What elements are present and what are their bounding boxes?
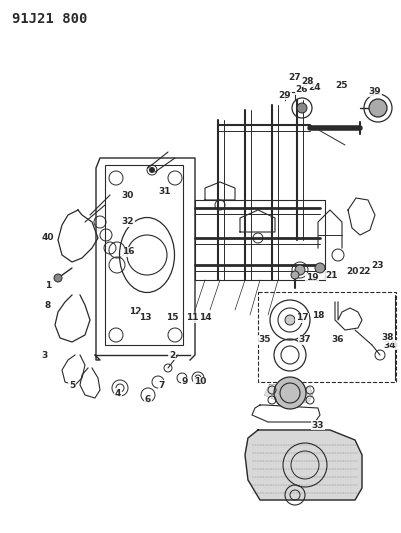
Text: 40: 40 bbox=[42, 233, 54, 243]
Bar bbox=[105, 165, 182, 345]
Text: 38: 38 bbox=[381, 334, 393, 343]
Text: 32: 32 bbox=[122, 217, 134, 227]
Circle shape bbox=[284, 315, 294, 325]
Text: 30: 30 bbox=[122, 190, 134, 199]
Circle shape bbox=[294, 265, 304, 275]
Text: 15: 15 bbox=[165, 313, 178, 322]
Text: 37: 37 bbox=[298, 335, 310, 344]
Text: 10: 10 bbox=[193, 377, 206, 386]
Text: 3: 3 bbox=[42, 351, 48, 359]
Text: 31: 31 bbox=[158, 188, 171, 197]
Text: 25: 25 bbox=[335, 80, 347, 90]
Text: 11: 11 bbox=[185, 313, 198, 322]
Circle shape bbox=[273, 377, 305, 409]
Text: 2: 2 bbox=[168, 351, 175, 359]
Text: 33: 33 bbox=[311, 421, 324, 430]
Text: 7: 7 bbox=[158, 381, 165, 390]
Circle shape bbox=[290, 271, 298, 279]
Polygon shape bbox=[264, 385, 311, 402]
Text: 1: 1 bbox=[45, 280, 51, 289]
Text: 34: 34 bbox=[383, 341, 395, 350]
Text: 17: 17 bbox=[295, 313, 308, 322]
Text: 23: 23 bbox=[371, 261, 383, 270]
Text: 36: 36 bbox=[331, 335, 343, 344]
Polygon shape bbox=[244, 430, 361, 500]
Circle shape bbox=[314, 263, 324, 273]
Bar bbox=[257, 292, 395, 382]
Text: 20: 20 bbox=[345, 268, 357, 277]
Circle shape bbox=[149, 167, 154, 173]
Circle shape bbox=[368, 99, 386, 117]
Text: 5: 5 bbox=[69, 381, 75, 390]
Text: 39: 39 bbox=[368, 87, 381, 96]
Text: 91J21 800: 91J21 800 bbox=[12, 12, 87, 26]
Text: 18: 18 bbox=[311, 311, 324, 319]
Text: 8: 8 bbox=[45, 301, 51, 310]
Text: 12: 12 bbox=[128, 308, 141, 317]
Text: 22: 22 bbox=[358, 268, 371, 277]
Circle shape bbox=[296, 103, 306, 113]
Text: 16: 16 bbox=[122, 247, 134, 256]
Text: 13: 13 bbox=[138, 313, 151, 322]
Text: 6: 6 bbox=[144, 395, 151, 405]
Text: 4: 4 bbox=[115, 389, 121, 398]
Text: 24: 24 bbox=[308, 84, 320, 93]
Text: 27: 27 bbox=[288, 74, 301, 83]
Text: 9: 9 bbox=[181, 377, 188, 386]
Circle shape bbox=[54, 274, 62, 282]
Text: 26: 26 bbox=[295, 85, 308, 94]
Text: 21: 21 bbox=[325, 271, 337, 279]
Text: 14: 14 bbox=[198, 313, 211, 322]
Text: 28: 28 bbox=[301, 77, 314, 86]
Text: 19: 19 bbox=[305, 273, 318, 282]
Text: 29: 29 bbox=[278, 91, 291, 100]
Text: 35: 35 bbox=[258, 335, 271, 344]
